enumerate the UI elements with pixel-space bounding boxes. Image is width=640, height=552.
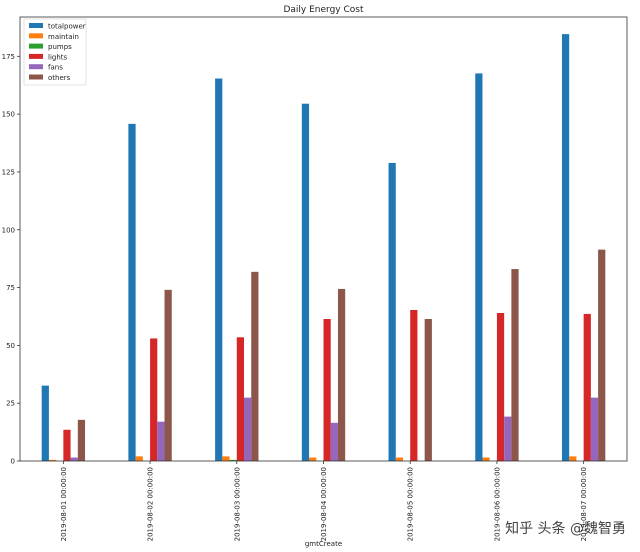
bar-lights: [410, 309, 418, 461]
bar-maintain: [48, 459, 57, 461]
legend-label-pumps: pumps: [48, 43, 72, 51]
legend-label-lights: lights: [48, 53, 68, 61]
bar-totalpower: [561, 34, 570, 462]
y-tick-label: 150: [2, 111, 15, 119]
bar-others: [598, 249, 606, 461]
bar-lights: [150, 338, 158, 461]
legend-label-others: others: [48, 74, 71, 82]
x-tick-label: 2019-08-07 00:00:00: [580, 467, 588, 541]
x-tick-label: 2019-08-04 00:00:00: [320, 467, 328, 541]
legend-label-totalpower: totalpower: [48, 23, 86, 31]
bar-maintain: [135, 456, 143, 461]
bar-fans: [590, 397, 599, 461]
x-tick-label: 2019-08-05 00:00:00: [407, 467, 415, 541]
bar-others: [511, 269, 519, 461]
x-tick-label: 2019-08-06 00:00:00: [493, 467, 501, 541]
bar-lights: [323, 319, 331, 461]
legend-label-fans: fans: [48, 64, 63, 72]
bar-totalpower: [215, 78, 223, 461]
bar-totalpower: [41, 385, 49, 461]
bar-maintain: [482, 457, 490, 461]
legend-swatch-lights: [29, 53, 43, 59]
watermark: 知乎 头条 @魏智勇: [505, 521, 626, 537]
y-tick-label: 50: [6, 342, 15, 350]
bar-fans: [330, 422, 338, 461]
y-tick-label: 0: [11, 458, 15, 466]
bar-totalpower: [388, 162, 396, 461]
bar-lights: [496, 313, 505, 461]
legend-box: [23, 18, 87, 86]
legend-label-maintain: maintain: [48, 33, 79, 41]
bar-maintain: [309, 457, 317, 461]
legend-swatch-pumps: [29, 43, 43, 49]
y-tick-label: 25: [6, 400, 15, 408]
bar-others: [424, 319, 432, 461]
bar-others: [164, 289, 172, 461]
y-tick-label: 125: [2, 168, 15, 176]
x-tick-label: 2019-08-01 00:00:00: [60, 467, 68, 541]
bar-others: [251, 271, 259, 461]
x-axis-label: gmtCreate: [305, 540, 342, 548]
bar-lights: [236, 337, 245, 461]
bar-totalpower: [475, 73, 483, 462]
bar-others: [77, 419, 86, 461]
bar-fans: [157, 421, 165, 461]
bar-pumps: [229, 459, 237, 461]
x-tick-label: 2019-08-03 00:00:00: [233, 467, 241, 541]
bar-totalpower: [128, 123, 136, 462]
plot-frame: [19, 16, 628, 462]
legend-swatch-maintain: [29, 33, 43, 39]
y-tick-label: 175: [2, 53, 15, 61]
y-tick-label: 75: [6, 284, 15, 292]
bar-lights: [583, 313, 591, 461]
bar-lights: [63, 429, 71, 461]
bar-fans: [244, 397, 252, 461]
x-tick-label: 2019-08-02 00:00:00: [147, 467, 155, 541]
bar-fans: [70, 457, 78, 461]
y-tick-label: 100: [2, 226, 15, 234]
bar-others: [337, 288, 346, 461]
chart-title: Daily Energy Cost: [283, 5, 363, 15]
legend-swatch-fans: [29, 64, 43, 70]
bar-maintain: [395, 457, 403, 461]
legend-swatch-totalpower: [29, 23, 43, 28]
legend-swatch-others: [29, 74, 43, 80]
bar-maintain: [222, 456, 230, 461]
bar-maintain: [569, 456, 577, 461]
bar-fans: [504, 416, 512, 461]
bar-totalpower: [301, 103, 310, 461]
